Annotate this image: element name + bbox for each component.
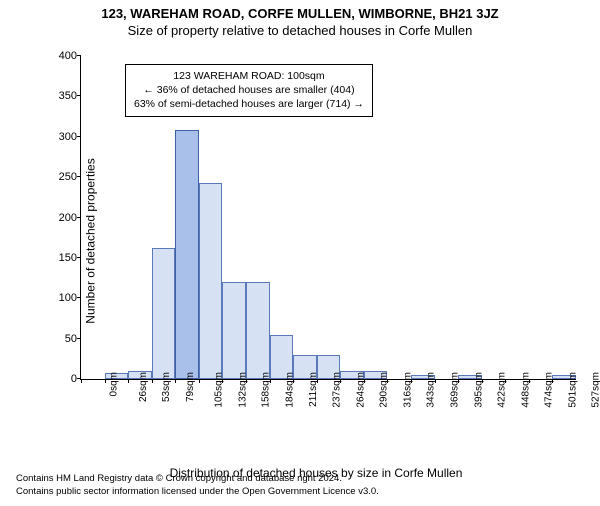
x-tick-label: 53sqm (161, 372, 172, 402)
x-tick-label: 26sqm (138, 372, 149, 402)
y-tick-label: 150 (49, 252, 77, 264)
x-tick-label: 158sqm (261, 372, 272, 408)
x-tick-mark (364, 379, 365, 383)
x-tick-label: 316sqm (402, 372, 413, 408)
x-tick-mark (411, 379, 412, 383)
y-tick-label: 100 (49, 292, 77, 304)
footer-line1: Contains HM Land Registry data © Crown c… (16, 473, 379, 485)
x-tick-mark (246, 379, 247, 383)
x-tick-mark (340, 379, 341, 383)
bar (222, 282, 246, 379)
plot-area: 123 WAREHAM ROAD: 100sqm ← 36% of detach… (80, 56, 576, 380)
bar (246, 282, 270, 379)
y-tick-label: 50 (49, 333, 77, 345)
bar (152, 248, 176, 379)
x-tick-mark (482, 379, 483, 383)
x-tick-mark (175, 379, 176, 383)
x-tick-label: 132sqm (237, 372, 248, 408)
x-tick-label: 501sqm (567, 372, 578, 408)
page-subtitle: Size of property relative to detached ho… (0, 23, 600, 38)
x-tick-mark (152, 379, 153, 383)
bar-highlight (175, 130, 199, 379)
y-tick-mark (77, 136, 81, 137)
x-tick-label: 527sqm (591, 372, 600, 408)
annotation-line1: 123 WAREHAM ROAD: 100sqm (134, 69, 364, 83)
y-tick-mark (77, 176, 81, 177)
page-title: 123, WAREHAM ROAD, CORFE MULLEN, WIMBORN… (0, 6, 600, 21)
x-tick-label: 264sqm (355, 372, 366, 408)
x-tick-label: 448sqm (520, 372, 531, 408)
x-tick-label: 105sqm (214, 372, 225, 408)
y-tick-mark (77, 297, 81, 298)
x-tick-mark (81, 379, 82, 383)
x-tick-label: 211sqm (307, 372, 318, 407)
y-tick-label: 200 (49, 212, 77, 224)
x-tick-label: 79sqm (185, 372, 196, 402)
y-tick-mark (77, 95, 81, 96)
annotation-line3: 63% of semi-detached houses are larger (… (134, 97, 364, 111)
x-tick-label: 343sqm (426, 372, 437, 408)
x-tick-mark (199, 379, 200, 383)
x-tick-mark (270, 379, 271, 383)
x-tick-mark (505, 379, 506, 383)
x-tick-label: 0sqm (108, 372, 119, 396)
bar (199, 183, 223, 379)
x-tick-mark (222, 379, 223, 383)
x-tick-mark (387, 379, 388, 383)
x-tick-mark (458, 379, 459, 383)
y-tick-mark (77, 338, 81, 339)
y-tick-label: 300 (49, 131, 77, 143)
x-tick-label: 474sqm (544, 372, 555, 408)
x-tick-label: 422sqm (497, 372, 508, 408)
y-tick-label: 250 (49, 171, 77, 183)
x-tick-mark (435, 379, 436, 383)
y-tick-label: 400 (49, 50, 77, 62)
y-tick-mark (77, 257, 81, 258)
x-tick-mark (128, 379, 129, 383)
x-tick-mark (293, 379, 294, 383)
x-tick-label: 369sqm (450, 372, 461, 408)
annotation-box: 123 WAREHAM ROAD: 100sqm ← 36% of detach… (125, 64, 373, 117)
y-tick-label: 0 (49, 373, 77, 385)
x-tick-label: 395sqm (473, 372, 484, 408)
footer-attribution: Contains HM Land Registry data © Crown c… (16, 473, 379, 498)
x-tick-mark (552, 379, 553, 383)
y-tick-mark (77, 55, 81, 56)
annotation-line2: ← 36% of detached houses are smaller (40… (134, 83, 364, 97)
x-tick-mark (105, 379, 106, 383)
histogram-chart: Number of detached properties 123 WAREHA… (56, 56, 576, 426)
y-tick-label: 350 (49, 90, 77, 102)
y-tick-mark (77, 217, 81, 218)
footer-line2: Contains public sector information licen… (16, 486, 379, 498)
x-tick-label: 184sqm (285, 372, 296, 408)
x-tick-mark (529, 379, 530, 383)
x-tick-mark (317, 379, 318, 383)
x-tick-label: 237sqm (332, 372, 343, 408)
x-tick-label: 290sqm (379, 372, 390, 408)
